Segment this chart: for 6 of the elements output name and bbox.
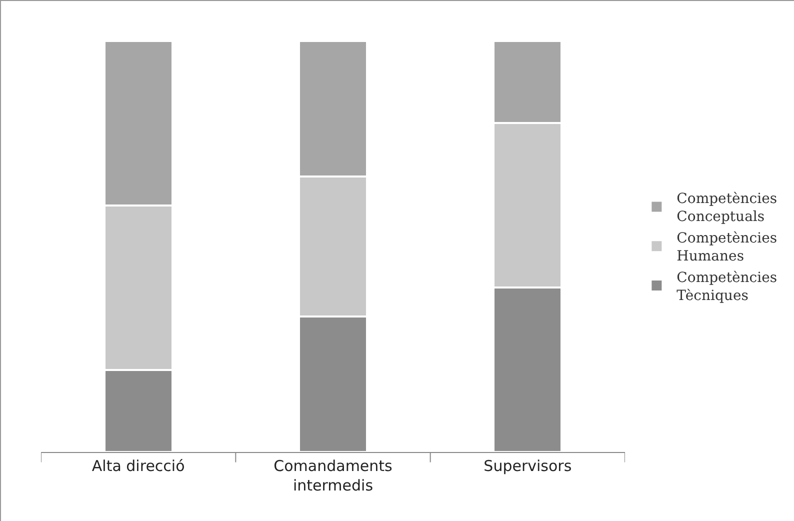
x-tick-label: Alta direcció (92, 457, 185, 475)
x-tick-label: Supervisors (484, 457, 572, 475)
x-tick-label: Comandaments intermedis (274, 457, 393, 494)
legend-label: Competències Tècniques (676, 270, 778, 304)
legend-label: Competències Conceptuals (676, 191, 778, 226)
legend-label: Competències Humanes (676, 230, 778, 265)
